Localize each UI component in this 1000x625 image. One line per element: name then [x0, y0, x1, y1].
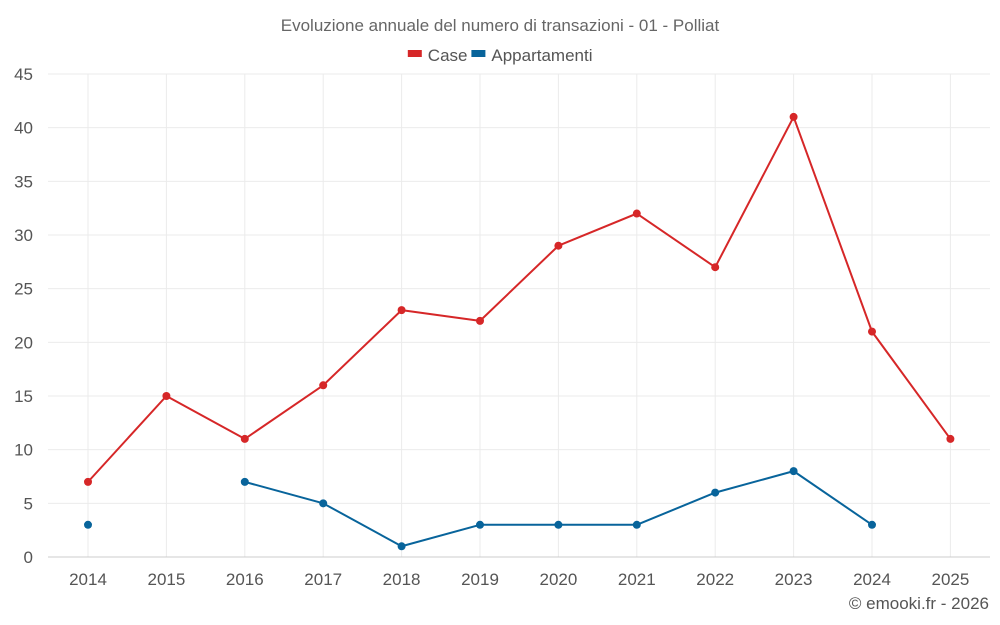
data-point[interactable]	[868, 327, 876, 336]
legend-label: Case	[428, 46, 468, 65]
legend-label: Appartamenti	[491, 46, 592, 65]
data-point[interactable]	[240, 434, 249, 443]
legend-item-appartamenti[interactable]: Appartamenti	[471, 46, 593, 65]
y-tick-label: 10	[14, 441, 33, 460]
data-point[interactable]	[711, 263, 720, 272]
x-tick-label: 2016	[226, 570, 264, 589]
data-point[interactable]	[319, 381, 328, 390]
series-line	[87, 115, 952, 483]
data-point[interactable]	[397, 542, 406, 551]
y-tick-label: 15	[14, 387, 33, 406]
legend-swatch	[471, 50, 486, 57]
x-tick-label: 2025	[931, 570, 969, 589]
y-tick-label: 25	[14, 280, 33, 299]
x-tick-label: 2017	[304, 570, 342, 589]
x-tick-label: 2024	[853, 570, 891, 589]
grid	[48, 73, 990, 558]
x-tick-label: 2021	[618, 570, 656, 589]
legend-item-case[interactable]: Case	[407, 46, 468, 65]
data-point[interactable]	[789, 467, 798, 476]
series-layer	[84, 112, 955, 551]
data-point[interactable]	[632, 520, 641, 529]
x-tick-label: 2015	[147, 570, 185, 589]
data-point[interactable]	[711, 488, 720, 497]
data-point[interactable]	[162, 392, 171, 400]
data-point[interactable]	[946, 434, 955, 443]
data-point[interactable]	[632, 209, 641, 218]
data-point[interactable]	[84, 477, 92, 486]
data-point[interactable]	[476, 520, 484, 529]
legend: Case Appartamenti	[407, 46, 593, 65]
x-tick-label: 2019	[461, 570, 499, 589]
data-point[interactable]	[789, 112, 798, 121]
x-axis-ticks: 2014 2015 2016 2017 2018 2019 2020 2021 2022 2023…	[69, 570, 969, 589]
data-point[interactable]	[397, 306, 406, 315]
legend-swatch	[407, 50, 422, 57]
y-tick-label: 45	[14, 65, 33, 84]
x-tick-label: 2014	[69, 570, 107, 589]
data-point[interactable]	[554, 520, 563, 529]
x-tick-label: 2018	[383, 570, 421, 589]
data-point[interactable]	[319, 499, 328, 508]
data-point[interactable]	[84, 520, 92, 529]
data-point[interactable]	[240, 477, 249, 486]
series-case	[84, 112, 955, 486]
x-tick-label: 2023	[775, 570, 813, 589]
y-tick-label: 5	[24, 494, 33, 513]
y-tick-label: 40	[14, 119, 33, 138]
y-tick-label: 0	[24, 548, 33, 567]
chart-title: Evoluzione annuale del numero di transaz…	[281, 16, 720, 35]
y-tick-label: 20	[14, 333, 33, 352]
x-tick-label: 2022	[696, 570, 734, 589]
y-tick-label: 30	[14, 226, 33, 245]
data-point[interactable]	[476, 316, 484, 325]
y-tick-label: 35	[14, 172, 33, 191]
data-point[interactable]	[868, 520, 876, 529]
y-axis-ticks: 0 5 10 15 20 25 30 35 40 45	[14, 65, 33, 567]
credit: © emooki.fr - 2026	[849, 594, 989, 613]
data-point[interactable]	[554, 241, 563, 250]
series-appartamenti	[84, 467, 876, 551]
x-tick-label: 2020	[539, 570, 577, 589]
